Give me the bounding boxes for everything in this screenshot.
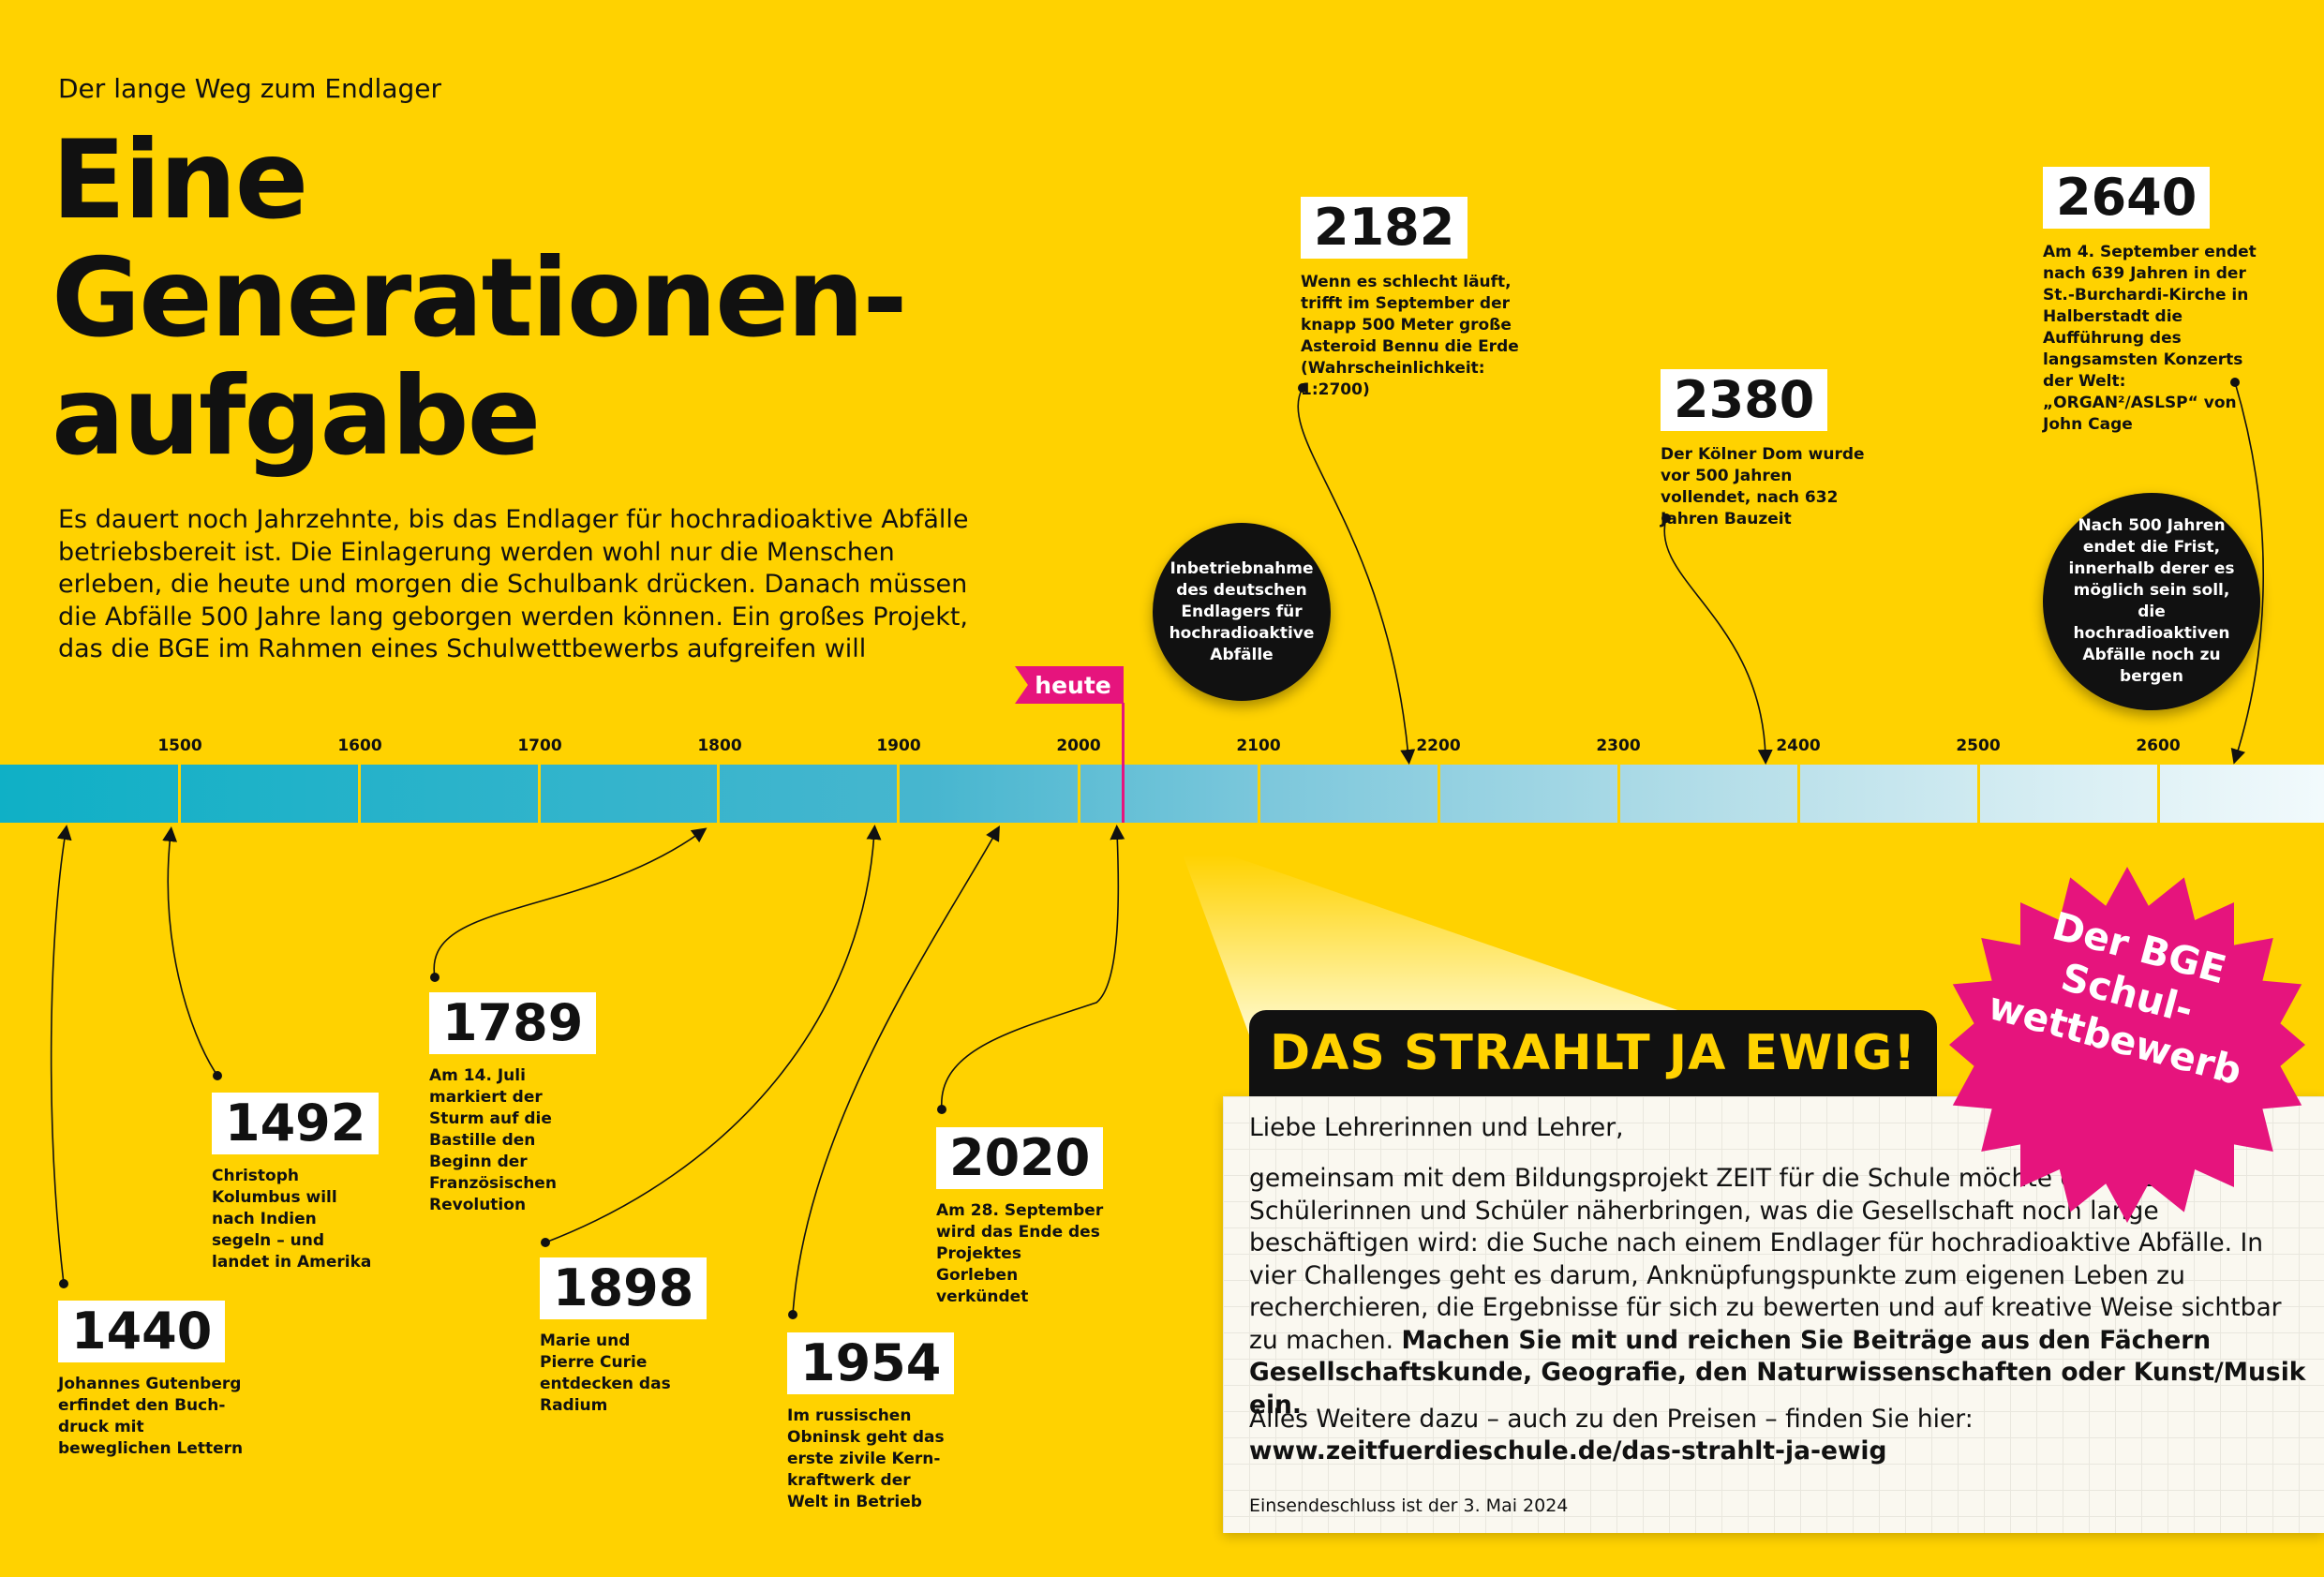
connector-dot (1298, 383, 1307, 393)
event-year: 1954 (787, 1332, 955, 1394)
timeline-tick (538, 765, 541, 823)
event-1492: 1492 Christoph Kolumbus will nach Indien… (212, 1093, 380, 1273)
connector-1440 (50, 825, 72, 1285)
timeline-tick (358, 765, 361, 823)
connector-dot (213, 1071, 222, 1080)
connector-dot (59, 1279, 68, 1288)
connector-2380 (1663, 517, 1773, 765)
contest-body-text: gemeinsam mit dem Bildungsprojekt ZEIT f… (1249, 1164, 2282, 1355)
contest-more: Alles Weitere dazu – auch zu den Preisen… (1249, 1405, 1974, 1434)
contest-body-bold: Machen Sie mit und reichen Sie Beiträge … (1249, 1325, 2306, 1420)
title-line-3: aufgabe (52, 353, 541, 480)
event-year: 2640 (2043, 167, 2211, 229)
event-text: Am 28. September wird das Ende des Proje… (936, 1201, 1104, 1306)
circle-text: Inbetriebnahme des deutschen Endlagers f… (1169, 558, 1315, 664)
year-label: 1800 (697, 736, 742, 755)
event-1440: 1440 Johannes Gutenberg erfindet den Buc… (58, 1301, 255, 1460)
connector-1789 (433, 827, 708, 978)
connector-2182 (1297, 387, 1416, 765)
event-text: Wenn es schlecht läuft, trifft im Septem… (1301, 273, 1519, 399)
timeline-tick (178, 765, 181, 823)
event-year: 2182 (1301, 197, 1468, 259)
connector-dot (788, 1310, 797, 1319)
event-1898: 1898 Marie und Pierre Curie entdecken da… (540, 1257, 708, 1417)
year-label: 1900 (876, 736, 921, 755)
event-year: 1440 (58, 1301, 226, 1362)
connector-dot (430, 973, 439, 982)
year-label: 2100 (1236, 736, 1281, 755)
year-label: 2000 (1056, 736, 1101, 755)
connector-2020 (941, 825, 1125, 1110)
contest-heading: DAS STRAHLT JA EWIG! (1249, 1010, 1938, 1096)
connector-2640 (2230, 381, 2265, 765)
year-label: 2500 (1956, 736, 2001, 755)
connector-1492 (162, 826, 218, 1077)
event-2380: 2380 Der Kölner Dom wurde vor 500 Jahren… (1661, 369, 1876, 530)
year-label: 2600 (2136, 736, 2181, 755)
circle-text: Nach 500 Jahren endet die Frist, innerha… (2068, 516, 2235, 686)
year-label: 2400 (1776, 736, 1821, 755)
event-text: Marie und Pierre Curie entdecken das Rad… (540, 1332, 671, 1415)
event-text: Der Kölner Dom wurde vor 500 Jahren voll… (1661, 445, 1865, 528)
year-label: 2200 (1416, 736, 1461, 755)
year-label: 2300 (1596, 736, 1641, 755)
event-text: Am 14. Juli markiert der Sturm auf die B… (429, 1066, 557, 1214)
event-year: 2380 (1661, 369, 1828, 431)
connector-dot (541, 1238, 550, 1247)
connector-dot (1661, 513, 1671, 523)
year-label: 1600 (337, 736, 382, 755)
event-2020: 2020 Am 28. September wird das Ende des … (936, 1127, 1105, 1308)
timeline-tick (1438, 765, 1440, 823)
event-year: 1492 (212, 1093, 380, 1154)
event-year: 2020 (936, 1127, 1104, 1189)
heute-flag: heute (1015, 666, 1124, 704)
timeline-tick (897, 765, 900, 823)
page-title: Eine Generationen- aufgabe (52, 117, 908, 480)
event-2182: 2182 Wenn es schlecht läuft, trifft im S… (1301, 197, 1554, 401)
event-text: Am 4. September endet nach 639 Jahren in… (2043, 243, 2257, 434)
contest-url-link[interactable]: www.zeitfuerdieschule.de/das-strahlt-ja-… (1249, 1436, 1887, 1465)
connector-dot (937, 1105, 946, 1114)
event-year: 1898 (540, 1257, 708, 1319)
event-year: 1789 (429, 992, 597, 1054)
connector-1954 (792, 826, 1000, 1316)
timeline-tick (1258, 765, 1260, 823)
event-text: Johannes Gutenberg erfindet den Buch-dru… (58, 1375, 244, 1458)
timeline-tick (2157, 765, 2160, 823)
title-line-2: Generationen- (52, 235, 908, 362)
intro-text: Es dauert noch Jahrzehnte, bis das Endla… (58, 505, 969, 663)
contest-panel (1223, 1096, 2324, 1533)
timeline-tick (1977, 765, 1980, 823)
event-text: Im russischen Obninsk geht das erste ziv… (787, 1406, 945, 1511)
timeline-tick (717, 765, 720, 823)
kicker: Der lange Weg zum Endlager (58, 73, 442, 104)
circle-frist: Nach 500 Jahren endet die Frist, innerha… (2043, 493, 2260, 710)
year-label: 1700 (517, 736, 562, 755)
heute-marker-line (1122, 703, 1125, 823)
circle-inbetriebnahme: Inbetriebnahme des deutschen Endlagers f… (1153, 523, 1331, 701)
title-line-1: Eine (52, 117, 308, 244)
year-label: 1500 (157, 736, 202, 755)
timeline-tick (1078, 765, 1080, 823)
timeline-tick (1797, 765, 1800, 823)
timeline-tick (1617, 765, 1620, 823)
contest-deadline: Einsendeschluss ist der 3. Mai 2024 (1249, 1495, 1569, 1516)
event-text: Christoph Kolumbus will nach Indien sege… (212, 1167, 372, 1272)
contest-body: gemeinsam mit dem Bildungsprojekt ZEIT f… (1249, 1163, 2308, 1421)
event-1789: 1789 Am 14. Juli markiert der Sturm auf … (429, 992, 597, 1216)
event-1954: 1954 Im russischen Obninsk geht das erst… (787, 1332, 955, 1513)
timeline-band (0, 765, 2324, 823)
event-2640: 2640 Am 4. September endet nach 639 Jahr… (2043, 167, 2272, 436)
connector-dot (2230, 378, 2240, 387)
contest-greeting: Liebe Lehrerinnen und Lehrer, (1249, 1113, 1624, 1142)
connector-1898 (544, 825, 882, 1243)
